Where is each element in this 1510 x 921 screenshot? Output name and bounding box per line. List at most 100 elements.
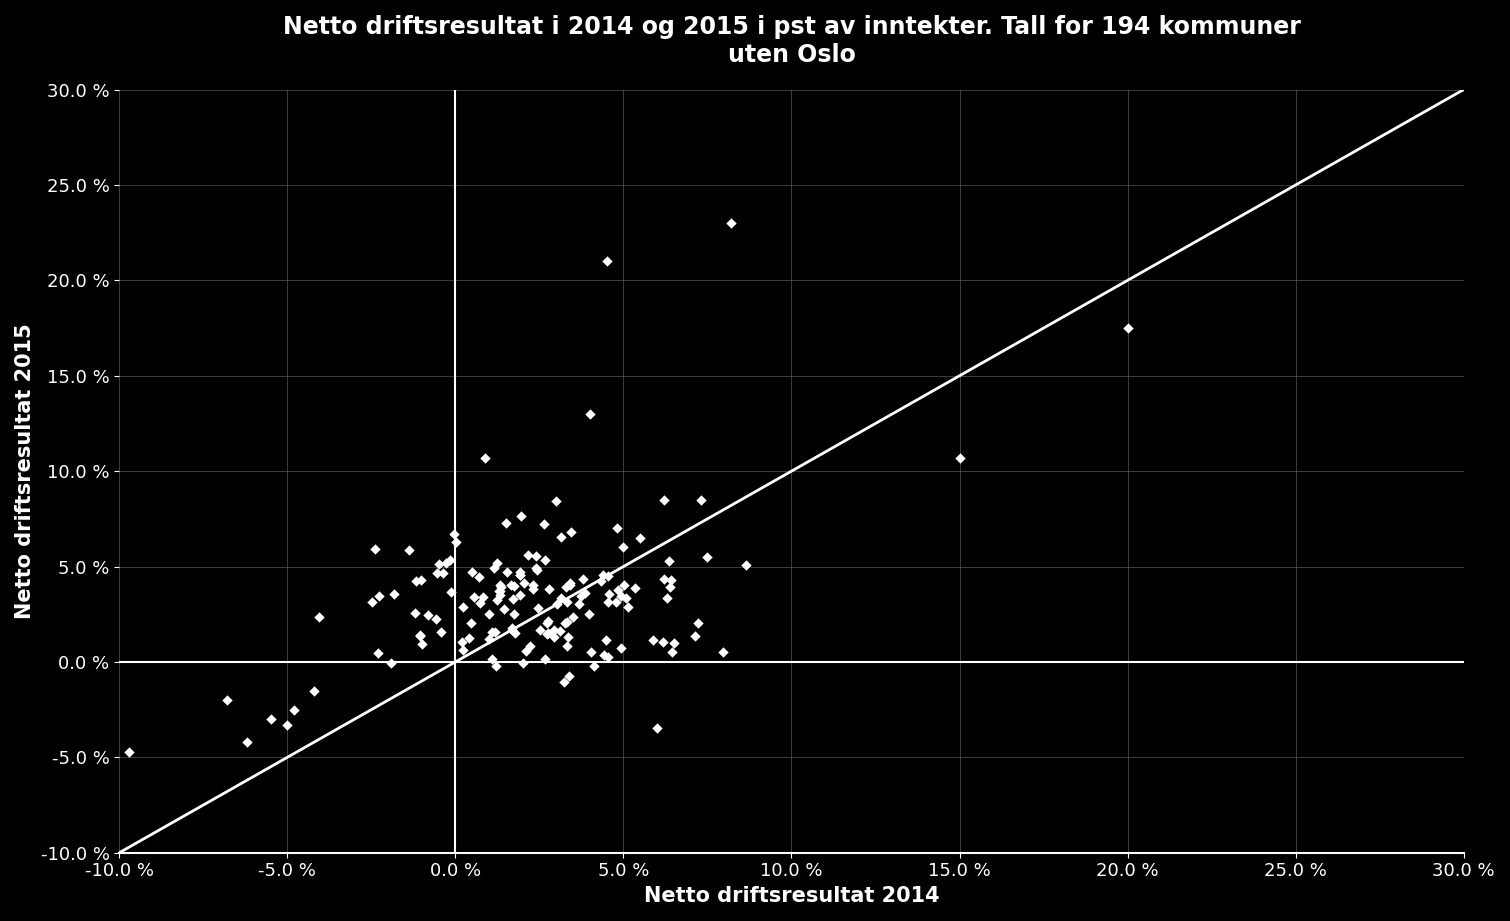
- Point: [501, 591, 525, 606]
- Point: [557, 576, 581, 590]
- Point: [606, 583, 630, 598]
- Point: [483, 624, 507, 639]
- Point: [403, 606, 427, 621]
- Point: [645, 721, 669, 736]
- Point: [642, 633, 666, 647]
- Point: [572, 586, 596, 600]
- Point: [512, 576, 536, 590]
- Point: [488, 577, 512, 592]
- Point: [578, 645, 602, 659]
- Y-axis label: Netto driftsresultat 2015: Netto driftsresultat 2015: [15, 323, 35, 619]
- Point: [578, 406, 602, 421]
- Point: [556, 630, 580, 645]
- Point: [361, 594, 385, 609]
- Point: [424, 565, 448, 580]
- Point: [610, 641, 634, 656]
- Point: [282, 703, 307, 717]
- Point: [494, 516, 518, 530]
- Point: [516, 547, 541, 562]
- Point: [500, 620, 524, 635]
- Point: [450, 635, 474, 649]
- Point: [554, 614, 578, 629]
- Point: [628, 530, 652, 545]
- Point: [557, 577, 581, 592]
- Point: [525, 600, 550, 615]
- Point: [612, 577, 636, 592]
- Point: [214, 693, 239, 707]
- Point: [367, 589, 391, 603]
- Point: [554, 579, 578, 594]
- Point: [429, 624, 453, 639]
- Point: [477, 631, 501, 646]
- Point: [495, 565, 519, 579]
- Point: [379, 655, 403, 670]
- Point: [658, 573, 683, 588]
- Point: [568, 597, 592, 612]
- Point: [509, 567, 533, 582]
- Point: [689, 493, 713, 507]
- Point: [556, 595, 580, 610]
- Point: [430, 566, 455, 581]
- Point: [533, 517, 557, 531]
- Point: [577, 607, 601, 622]
- Point: [542, 623, 566, 637]
- Point: [719, 216, 743, 230]
- Point: [542, 630, 566, 645]
- Point: [711, 645, 735, 659]
- Point: [655, 590, 680, 605]
- Point: [651, 571, 675, 586]
- Point: [652, 493, 676, 507]
- Point: [604, 595, 628, 610]
- Point: [548, 624, 572, 638]
- Point: [550, 590, 574, 605]
- Point: [307, 610, 331, 624]
- Point: [660, 645, 684, 659]
- Point: [507, 588, 532, 602]
- Point: [477, 607, 501, 622]
- X-axis label: Netto driftsresultat 2014: Netto driftsresultat 2014: [643, 886, 939, 906]
- Point: [424, 612, 448, 627]
- Point: [596, 587, 621, 601]
- Point: [492, 601, 516, 616]
- Point: [438, 584, 462, 599]
- Point: [535, 627, 559, 642]
- Point: [512, 656, 536, 670]
- Point: [533, 652, 557, 667]
- Point: [545, 597, 569, 612]
- Point: [302, 683, 326, 698]
- Point: [562, 610, 586, 624]
- Point: [468, 596, 492, 611]
- Point: [480, 624, 504, 639]
- Point: [533, 554, 557, 568]
- Point: [595, 254, 619, 269]
- Point: [485, 592, 509, 607]
- Point: [409, 636, 433, 651]
- Point: [473, 450, 497, 465]
- Point: [435, 556, 459, 571]
- Point: [657, 579, 681, 594]
- Point: [604, 521, 628, 536]
- Point: [513, 643, 538, 658]
- Point: [592, 647, 616, 662]
- Point: [408, 627, 432, 642]
- Point: [518, 638, 542, 653]
- Point: [442, 526, 467, 541]
- Point: [444, 535, 468, 550]
- Point: [524, 549, 548, 564]
- Point: [118, 744, 142, 759]
- Point: [503, 626, 527, 641]
- Point: [397, 542, 421, 557]
- Point: [556, 638, 580, 653]
- Point: [609, 589, 633, 604]
- Point: [483, 659, 507, 673]
- Title: Netto driftsresultat i 2014 og 2015 i pst av inntekter. Tall for 194 kommuner
ut: Netto driftsresultat i 2014 og 2015 i ps…: [282, 15, 1300, 67]
- Point: [553, 674, 577, 689]
- Point: [459, 615, 483, 630]
- Point: [571, 571, 595, 586]
- Point: [524, 561, 548, 576]
- Point: [471, 589, 495, 604]
- Point: [651, 635, 675, 649]
- Point: [458, 631, 482, 646]
- Point: [488, 584, 512, 599]
- Point: [500, 623, 524, 637]
